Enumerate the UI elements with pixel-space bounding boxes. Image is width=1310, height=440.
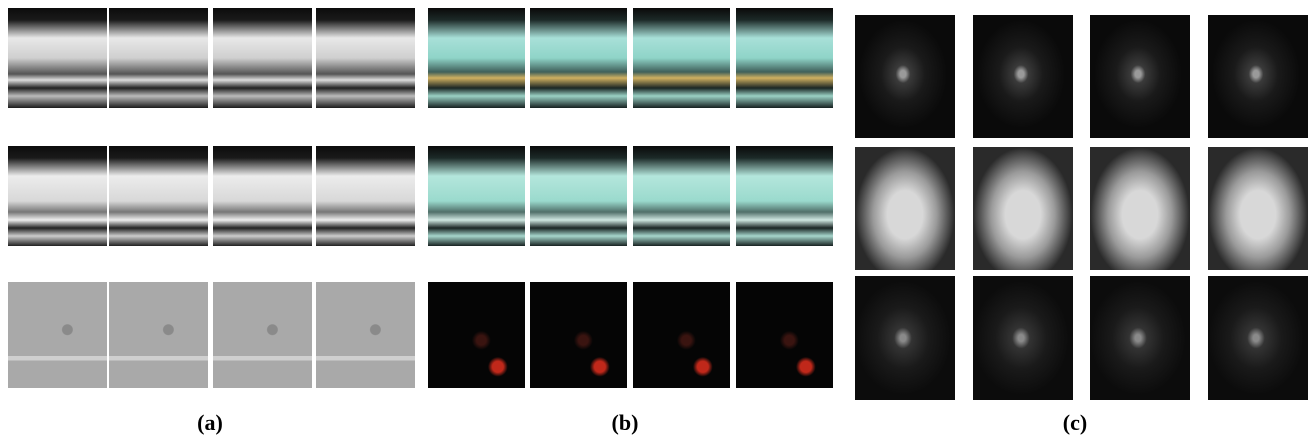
image-tile xyxy=(316,8,415,108)
panel-label: (a) xyxy=(170,410,250,436)
image-tile xyxy=(316,282,415,388)
image-tile xyxy=(633,146,730,246)
panel-label: (c) xyxy=(1035,410,1115,436)
image-tile xyxy=(428,282,525,388)
image-tile xyxy=(1090,15,1190,138)
image-tile xyxy=(736,146,833,246)
image-tile xyxy=(530,146,627,246)
image-tile xyxy=(855,15,955,138)
image-tile xyxy=(1090,276,1190,400)
image-tile xyxy=(316,146,415,246)
image-tile xyxy=(213,146,312,246)
image-tile xyxy=(213,8,312,108)
image-tile xyxy=(973,276,1073,400)
figure: (a) (b) (c) xyxy=(0,0,1310,440)
image-tile xyxy=(530,8,627,108)
image-tile xyxy=(736,8,833,108)
image-tile xyxy=(1208,276,1308,400)
image-tile xyxy=(428,146,525,246)
image-tile xyxy=(1208,147,1308,270)
image-tile xyxy=(633,8,730,108)
image-tile xyxy=(428,8,525,108)
image-tile xyxy=(8,282,107,388)
image-tile xyxy=(736,282,833,388)
image-tile xyxy=(213,282,312,388)
image-tile xyxy=(1208,15,1308,138)
image-tile xyxy=(109,146,208,246)
image-tile xyxy=(1090,147,1190,270)
image-tile xyxy=(8,146,107,246)
image-tile xyxy=(8,8,107,108)
panel-label: (b) xyxy=(585,410,665,436)
image-tile xyxy=(973,147,1073,270)
image-tile xyxy=(973,15,1073,138)
image-tile xyxy=(855,147,955,270)
image-tile xyxy=(109,282,208,388)
image-tile xyxy=(109,8,208,108)
image-tile xyxy=(530,282,627,388)
image-tile xyxy=(855,276,955,400)
image-tile xyxy=(633,282,730,388)
